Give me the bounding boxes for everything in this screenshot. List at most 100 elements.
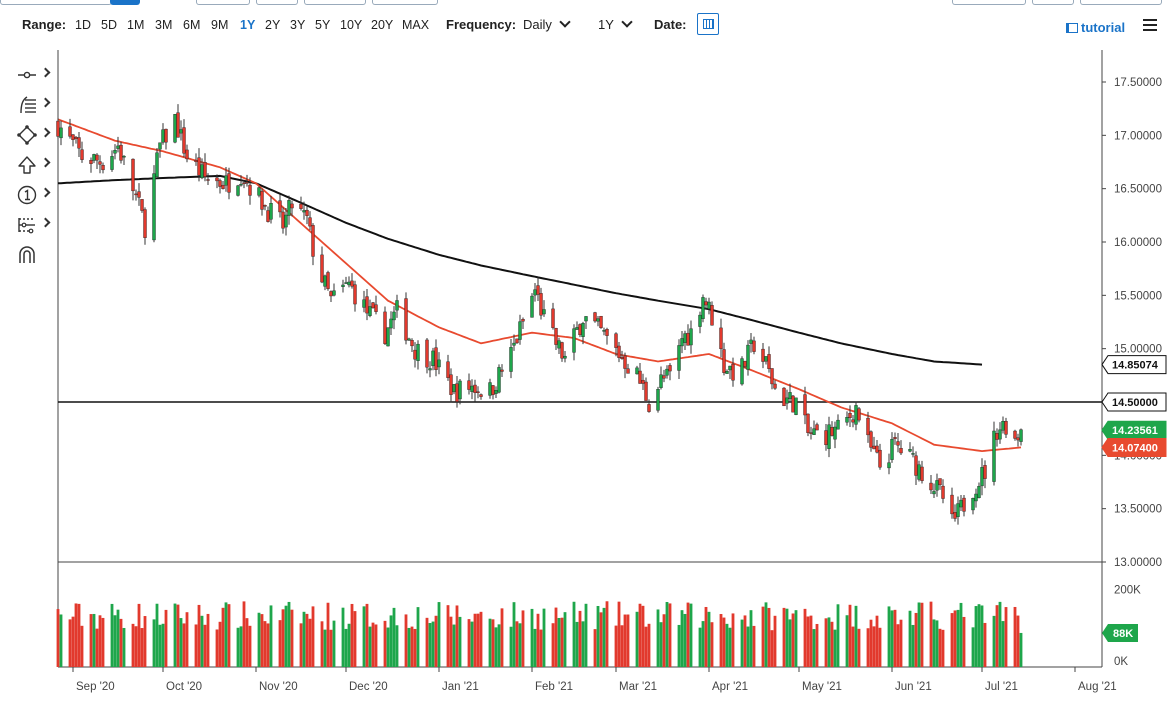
top-strip: [0, 0, 1173, 6]
candle-body: [512, 342, 516, 346]
toolbar-button-edge[interactable]: [372, 0, 438, 5]
volume-bar: [71, 616, 75, 667]
tool-measure[interactable]: [12, 210, 54, 240]
volume-bar: [305, 613, 309, 667]
candle-body: [263, 205, 267, 207]
volume-bar: [872, 626, 876, 667]
toolbar-button-edge[interactable]: [1080, 0, 1162, 5]
candle-body: [74, 136, 78, 139]
candle-body: [932, 491, 936, 495]
range-3m[interactable]: 3M: [155, 18, 173, 32]
x-tick-label: Sep '20: [76, 681, 115, 693]
candle-body: [479, 394, 483, 397]
candle-body: [59, 127, 63, 139]
volume-bar: [200, 615, 204, 667]
range-max[interactable]: MAX: [402, 18, 430, 32]
range-6m[interactable]: 6M: [183, 18, 201, 32]
candle-body: [803, 394, 807, 416]
tool-arrow[interactable]: [12, 150, 54, 180]
tool-crosshair[interactable]: [12, 60, 54, 90]
candle-body: [584, 316, 588, 322]
candle-body: [920, 466, 924, 481]
range-1y[interactable]: 1Y: [240, 18, 256, 32]
hamburger-menu-icon[interactable]: [1143, 19, 1157, 31]
candle-body: [704, 301, 708, 306]
candle-body: [599, 315, 603, 328]
period-select[interactable]: 1Y: [598, 16, 633, 32]
x-tick-label: May '21: [802, 681, 842, 693]
range-10y[interactable]: 10Y: [340, 18, 363, 32]
candle-body: [500, 369, 504, 372]
volume-bar: [620, 625, 624, 667]
volume-bar: [701, 621, 705, 667]
volume-bar: [521, 610, 525, 667]
volume-bar: [245, 618, 249, 667]
frequency-select[interactable]: Daily: [523, 16, 571, 32]
volume-bar: [878, 627, 882, 667]
volume-bar: [773, 615, 777, 667]
volume-bar: [845, 615, 849, 667]
volume-bar: [647, 623, 651, 667]
volume-bar: [1016, 615, 1020, 667]
volume-bar: [302, 611, 306, 667]
tool-shape[interactable]: [12, 120, 54, 150]
candle-body: [257, 187, 261, 196]
tutorial-link[interactable]: tutorial: [1066, 20, 1125, 35]
volume-bar: [914, 612, 918, 667]
toolbar-button-edge[interactable]: [952, 0, 1026, 5]
candle-body: [998, 429, 1002, 440]
candle-body: [911, 453, 915, 455]
candle-body: [980, 467, 984, 487]
candle-body: [617, 345, 621, 358]
volume-bar: [116, 609, 120, 667]
candle-body: [659, 374, 663, 388]
range-2y[interactable]: 2Y: [265, 18, 281, 32]
candle-body: [809, 432, 813, 434]
volume-bar: [542, 608, 546, 667]
toolbar-button-edge[interactable]: [196, 0, 250, 5]
range-5y[interactable]: 5Y: [315, 18, 331, 32]
tool-fibonacci[interactable]: [12, 90, 54, 120]
date-picker-button[interactable]: [697, 13, 719, 35]
toolbar-button-edge[interactable]: [256, 0, 298, 5]
volume-bar: [512, 602, 516, 667]
range-9m[interactable]: 9M: [211, 18, 229, 32]
tool-magnet[interactable]: [12, 240, 54, 270]
range-20y[interactable]: 20Y: [371, 18, 394, 32]
price-tag-label: 14.50000: [1112, 397, 1158, 409]
volume-bar: [530, 608, 534, 667]
candle-body: [158, 142, 162, 150]
candle-body: [872, 445, 876, 450]
candle-body: [767, 354, 771, 369]
toolbar-button-edge[interactable]: [304, 0, 366, 5]
range-3y[interactable]: 3Y: [290, 18, 306, 32]
range-5d[interactable]: 5D: [101, 18, 117, 32]
volume-bar: [257, 612, 261, 667]
volume-bar: [638, 603, 642, 667]
volume-bar: [446, 605, 450, 667]
candle-body: [830, 427, 834, 436]
candle-body: [269, 203, 273, 220]
volume-bar: [830, 621, 834, 667]
tool-annotation[interactable]: [12, 180, 54, 210]
volume-bar: [641, 605, 645, 667]
volume-bar: [431, 621, 435, 667]
volume-bar: [710, 622, 714, 667]
range-1m[interactable]: 1M: [127, 18, 145, 32]
volume-bar: [698, 627, 702, 667]
range-1d[interactable]: 1D: [75, 18, 91, 32]
candle-body: [92, 154, 96, 161]
candle-body: [560, 342, 564, 359]
x-tick-label: Apr '21: [712, 681, 748, 693]
x-tick-label: Oct '20: [166, 681, 202, 693]
toolbar-button-edge[interactable]: [1032, 0, 1074, 5]
candle-body: [215, 177, 219, 182]
x-tick-label: Jan '21: [442, 681, 479, 693]
search-button-edge[interactable]: [110, 0, 140, 5]
volume-bar: [575, 621, 579, 667]
volume-bar: [389, 615, 393, 667]
candle-body: [698, 314, 702, 327]
volume-bar: [551, 623, 555, 667]
volume-bar: [134, 626, 138, 667]
